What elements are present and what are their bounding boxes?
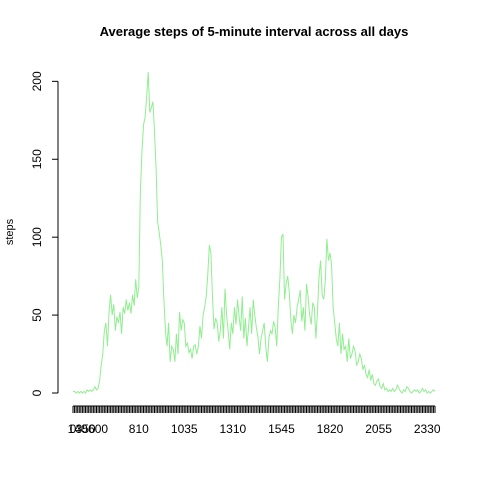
y-tick-label: 50 [30, 308, 44, 322]
y-axis: 0 50 100 150 200 [30, 71, 59, 396]
y-tick-label: 150 [30, 149, 44, 169]
x-tick-label: 2330 [414, 422, 441, 436]
x-tick-label: 1545 [268, 422, 295, 436]
y-tick-label: 200 [30, 71, 44, 91]
x-tick-label: 2055 [365, 422, 392, 436]
x-tick-label: 1310 [219, 422, 246, 436]
series-line [73, 71, 436, 394]
x-tick-label: 140 [68, 422, 88, 436]
x-tick-label: 1820 [317, 422, 344, 436]
chart-title: Average steps of 5-minute interval acros… [100, 24, 409, 39]
x-tick-label: 350 [76, 422, 96, 436]
x-tick-label: 0 [70, 422, 77, 436]
x-tick-label: 600 [88, 422, 108, 436]
y-tick-label: 0 [30, 389, 44, 396]
x-tick-label: 1035 [171, 422, 198, 436]
y-axis-label: steps [4, 218, 16, 245]
x-tick-label: 810 [129, 422, 149, 436]
y-tick-label: 100 [30, 227, 44, 247]
series-layer [73, 71, 436, 394]
